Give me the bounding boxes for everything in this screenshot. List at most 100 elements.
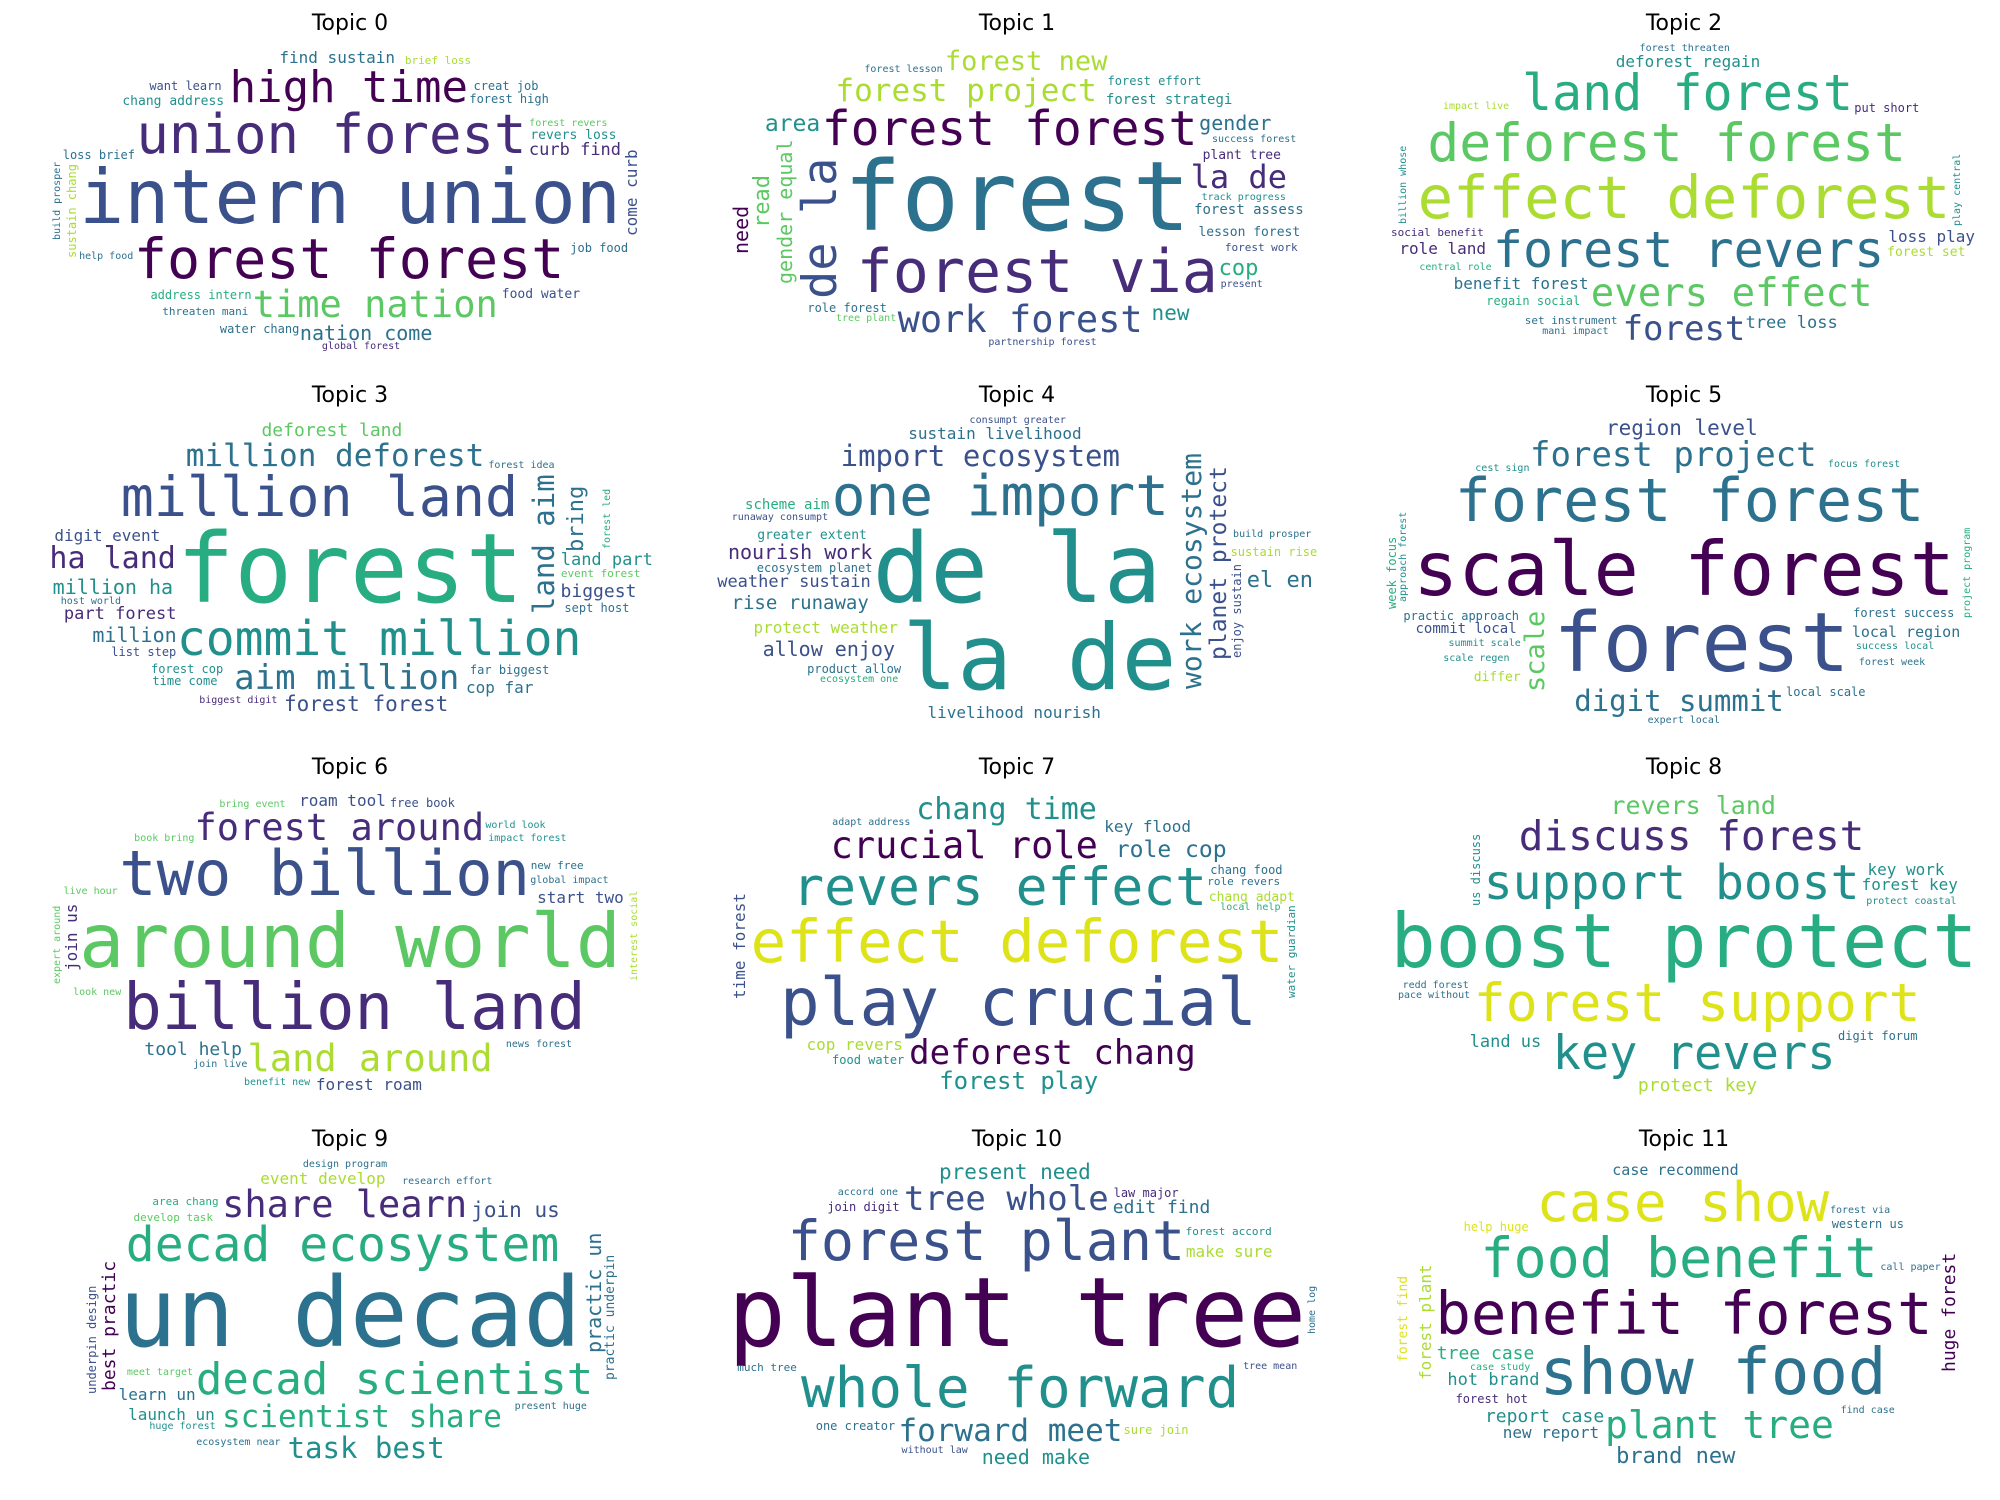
cloud-word: forest bbox=[843, 140, 1191, 253]
cloud-word: high time bbox=[229, 61, 469, 113]
cloud-word: key work bbox=[1867, 859, 1945, 879]
cloud-word: forest bbox=[176, 512, 524, 625]
cloud-word: tree whole bbox=[903, 1179, 1109, 1220]
cloud-word: need make bbox=[981, 1445, 1091, 1470]
cloud-word: million land bbox=[120, 465, 519, 530]
topic-panel-6: Topic 6 around world billion land two billi… bbox=[40, 752, 660, 1102]
cloud-word: tool help bbox=[144, 1038, 242, 1060]
cloud-word: import ecosystem bbox=[840, 439, 1120, 474]
cloud-word: share learn bbox=[222, 1182, 468, 1226]
cloud-word: list step bbox=[111, 644, 177, 659]
cloud-word: forest hot bbox=[1455, 1391, 1528, 1406]
word-cloud: intern union forest forest union forest hig… bbox=[40, 40, 660, 358]
cloud-word: time nation bbox=[252, 283, 498, 327]
word-cloud: un decad decad ecosystem decad scientist sc… bbox=[40, 1156, 660, 1474]
cloud-word: join digit bbox=[827, 1200, 900, 1215]
cloud-word: forest work bbox=[1224, 240, 1298, 254]
cloud-word: water guardian bbox=[1284, 905, 1298, 998]
cloud-word: gender bbox=[1199, 111, 1272, 136]
cloud-word: de la bbox=[793, 157, 849, 300]
cloud-word: home log bbox=[1307, 1285, 1319, 1334]
cloud-word: roam tool bbox=[299, 791, 386, 811]
cloud-word: build prosper bbox=[1233, 528, 1312, 540]
cloud-word: role forest bbox=[807, 300, 887, 315]
cloud-word: local help bbox=[1220, 902, 1281, 914]
cloud-word: forest led bbox=[602, 489, 614, 550]
cloud-word: decad ecosystem bbox=[125, 1216, 560, 1273]
cloud-word: hot brand bbox=[1447, 1370, 1540, 1391]
topic-title: Topic 6 bbox=[311, 755, 389, 780]
cloud-word: decad scientist bbox=[195, 1354, 594, 1406]
cloud-word: practic approach bbox=[1403, 608, 1520, 623]
cloud-word: bring bbox=[563, 485, 589, 552]
cloud-word: million bbox=[92, 622, 177, 647]
cloud-word: partnership forest bbox=[988, 337, 1097, 349]
cloud-word: effect deforest bbox=[1417, 163, 1951, 233]
cloud-word: revers land bbox=[1610, 790, 1776, 820]
cloud-word: forest accord bbox=[1185, 1225, 1272, 1239]
cloud-word: time come bbox=[152, 673, 218, 688]
cloud-word: forest via bbox=[1829, 1204, 1891, 1216]
cloud-word: look new bbox=[73, 987, 122, 999]
cloud-word: livelihood nourish bbox=[927, 702, 1101, 722]
cloud-word: million ha bbox=[52, 574, 174, 599]
cloud-word: brand new bbox=[1616, 1443, 1736, 1469]
word-cloud: forest forest forest forest via forest proj… bbox=[707, 40, 1327, 358]
cloud-word: forest threaten bbox=[1639, 42, 1730, 54]
cloud-word: ha land bbox=[49, 540, 176, 576]
cloud-word: forest bbox=[1622, 308, 1746, 349]
topic-title: Topic 7 bbox=[978, 755, 1056, 780]
cloud-word: whole forward bbox=[800, 1356, 1240, 1422]
cloud-word: western us bbox=[1831, 1216, 1904, 1231]
cloud-word: want learn bbox=[149, 78, 222, 93]
cloud-word: help huge bbox=[1463, 1219, 1529, 1234]
cloud-word: central role bbox=[1419, 261, 1492, 273]
cloud-word: come curb bbox=[621, 149, 641, 237]
cloud-word: deforest chang bbox=[909, 1032, 1196, 1073]
topic-title: Topic 11 bbox=[1638, 1127, 1730, 1152]
cloud-word: forward meet bbox=[898, 1412, 1123, 1449]
cloud-word: practic un bbox=[582, 1232, 607, 1353]
cloud-word: forest project bbox=[835, 72, 1097, 109]
cloud-word: chang time bbox=[916, 792, 1097, 828]
cloud-word: land us bbox=[1469, 1032, 1542, 1053]
cloud-word: local scale bbox=[1786, 684, 1866, 699]
topic-title: Topic 5 bbox=[1645, 383, 1723, 408]
cloud-word: summit scale bbox=[1448, 638, 1521, 650]
cloud-word: impact forest bbox=[488, 832, 567, 844]
cloud-word: law major bbox=[1113, 1185, 1179, 1200]
cloud-word: chang adapt bbox=[1208, 889, 1295, 905]
cloud-word: key flood bbox=[1104, 816, 1191, 836]
cloud-word: loss play bbox=[1888, 226, 1976, 246]
cloud-word: tree case bbox=[1436, 1342, 1535, 1364]
cloud-word: far biggest bbox=[469, 662, 550, 677]
cloud-word: runaway consumpt bbox=[731, 511, 829, 523]
cloud-word: local region bbox=[1851, 623, 1961, 642]
cloud-word: land aim bbox=[527, 474, 562, 615]
cloud-word: forest lesson bbox=[864, 63, 943, 75]
topic-panel-1: Topic 1 forest forest forest forest via fore… bbox=[707, 8, 1327, 358]
cloud-word: launch un bbox=[128, 1404, 215, 1424]
word-cloud: effect deforest deforest forest forest rev… bbox=[1374, 40, 1994, 358]
cloud-word: allow enjoy bbox=[762, 637, 896, 662]
cloud-word: cop revers bbox=[806, 1034, 903, 1054]
topic-panel-4: Topic 4 de la la de one import import ecosys… bbox=[707, 380, 1327, 730]
cloud-word: rise runaway bbox=[731, 592, 869, 615]
cloud-word: ecosystem near bbox=[196, 1436, 281, 1448]
cloud-word: social benefit bbox=[1391, 225, 1484, 239]
cloud-word: forest high bbox=[469, 91, 549, 106]
cloud-word: join us bbox=[471, 1197, 560, 1222]
topic-title: Topic 0 bbox=[311, 11, 389, 36]
cloud-word: biggest digit bbox=[199, 694, 278, 706]
cloud-word: protect key bbox=[1637, 1074, 1758, 1096]
cloud-word: tree loss bbox=[1745, 312, 1838, 333]
cloud-word: land around bbox=[247, 1036, 493, 1080]
topic-title: Topic 3 bbox=[311, 383, 389, 408]
cloud-word: two billion bbox=[119, 837, 530, 911]
cloud-word: plant tree bbox=[728, 1256, 1306, 1369]
cloud-word: area chang bbox=[152, 1195, 219, 1209]
cloud-word: without law bbox=[901, 1445, 968, 1457]
cloud-word: project program bbox=[1961, 528, 1973, 619]
cloud-word: discuss forest bbox=[1518, 811, 1865, 860]
cloud-word: gender equal bbox=[772, 139, 797, 285]
